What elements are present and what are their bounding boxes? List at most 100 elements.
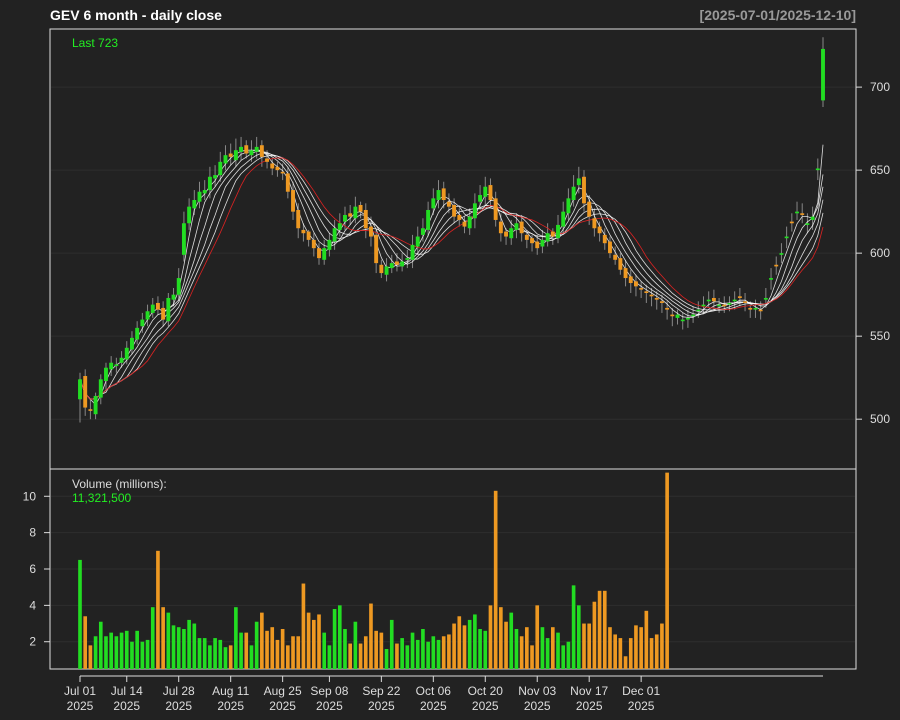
- volume-bar: [389, 619, 394, 669]
- volume-bar: [176, 627, 181, 669]
- candle-up: [93, 395, 98, 415]
- volume-bar: [571, 585, 576, 669]
- volume-bar: [327, 645, 332, 669]
- volume-bar: [234, 607, 238, 669]
- volume-bar: [187, 619, 191, 669]
- candle-up: [784, 236, 789, 239]
- volume-bar: [597, 590, 602, 669]
- volume-bar: [337, 605, 342, 669]
- candle-down: [659, 301, 664, 303]
- candle-down: [623, 268, 628, 279]
- candle-down: [535, 241, 540, 249]
- volume-bar: [306, 612, 311, 669]
- volume-bar: [343, 629, 347, 669]
- date-tick-year: 2025: [165, 699, 192, 713]
- date-tick-year: 2025: [368, 699, 395, 713]
- volume-bar: [415, 639, 420, 669]
- moving-average-line: [79, 152, 824, 400]
- candle-up: [343, 214, 347, 222]
- candle-up: [701, 304, 706, 307]
- moving-average-line: [79, 157, 824, 400]
- candle-down: [348, 213, 353, 217]
- volume-bar: [566, 641, 571, 669]
- volume-bar: [109, 632, 113, 669]
- candle-down: [379, 264, 384, 274]
- last-price-label: Last 723: [72, 36, 118, 50]
- candle-up: [384, 266, 389, 275]
- candle-up: [98, 379, 103, 398]
- volume-bar: [654, 634, 659, 669]
- candle-up: [254, 146, 259, 152]
- volume-bar: [535, 605, 540, 669]
- candle-down: [369, 226, 373, 237]
- volume-bar: [270, 627, 275, 669]
- volume-bar: [260, 612, 264, 669]
- moving-average-line: [79, 150, 824, 400]
- candle-down: [441, 188, 446, 201]
- candle-down: [394, 261, 399, 265]
- candle-up: [192, 200, 197, 209]
- volume-bar: [576, 605, 581, 669]
- date-tick-year: 2025: [113, 699, 140, 713]
- candle-down: [654, 297, 659, 300]
- volume-bar: [483, 630, 488, 669]
- volume-bar: [525, 627, 529, 669]
- volume-tick-label: 8: [29, 526, 36, 540]
- candle-down: [161, 307, 166, 320]
- candle-up: [109, 362, 114, 370]
- candle-up: [727, 302, 732, 305]
- candle-down: [296, 209, 301, 229]
- volume-bar: [223, 647, 228, 669]
- volume-bar: [130, 641, 134, 669]
- candle-up: [223, 155, 228, 164]
- candle-up: [556, 224, 560, 239]
- volume-bar: [530, 645, 534, 669]
- candle-up: [815, 168, 820, 171]
- candle-up: [78, 379, 82, 400]
- candle-up: [197, 191, 202, 202]
- volume-bar: [613, 634, 617, 669]
- candle-up: [389, 263, 394, 269]
- candle-up: [135, 327, 140, 340]
- candle-up: [405, 258, 410, 260]
- volume-bar: [140, 641, 145, 669]
- volume-bar: [400, 638, 404, 669]
- candle-down: [265, 158, 269, 162]
- date-tick-year: 2025: [67, 699, 94, 713]
- candle-up: [732, 299, 737, 302]
- date-tick-label: Aug 25: [264, 684, 302, 698]
- volume-bar: [447, 634, 451, 669]
- price-panel: 500 550 600 650 700 Last 723: [49, 28, 890, 470]
- price-tick-label: 650: [870, 163, 890, 177]
- volume-bar: [628, 638, 633, 669]
- candle-down: [711, 297, 716, 302]
- volume-bar: [286, 645, 290, 669]
- volume-tick-label: 2: [29, 635, 36, 649]
- moving-average-line: [79, 149, 824, 400]
- chart-title: GEV 6 month - daily close: [50, 7, 222, 23]
- candle-up: [795, 211, 799, 214]
- candle-down: [550, 231, 555, 237]
- candle-down: [244, 145, 249, 154]
- date-tick-year: 2025: [316, 699, 343, 713]
- volume-bar: [545, 638, 550, 669]
- date-range: [2025-07-01/2025-12-10]: [700, 7, 856, 23]
- volume-bar: [192, 623, 197, 669]
- candle-up: [176, 278, 181, 295]
- candle-down: [628, 276, 633, 284]
- volume-bar: [462, 625, 467, 669]
- candle-up: [207, 176, 212, 191]
- volume-bar: [265, 630, 269, 669]
- volume-bar: [421, 629, 425, 669]
- volume-bar: [587, 623, 592, 669]
- volume-bar: [478, 629, 482, 669]
- volume-bar: [311, 619, 316, 669]
- volume-bar: [228, 645, 233, 669]
- volume-bar: [499, 607, 503, 669]
- price-axis: 500 550 600 650 700: [856, 80, 890, 426]
- volume-bar: [166, 612, 171, 669]
- candle-down: [83, 376, 88, 408]
- date-tick-label: Sep 22: [362, 684, 400, 698]
- volume-bar: [410, 632, 415, 669]
